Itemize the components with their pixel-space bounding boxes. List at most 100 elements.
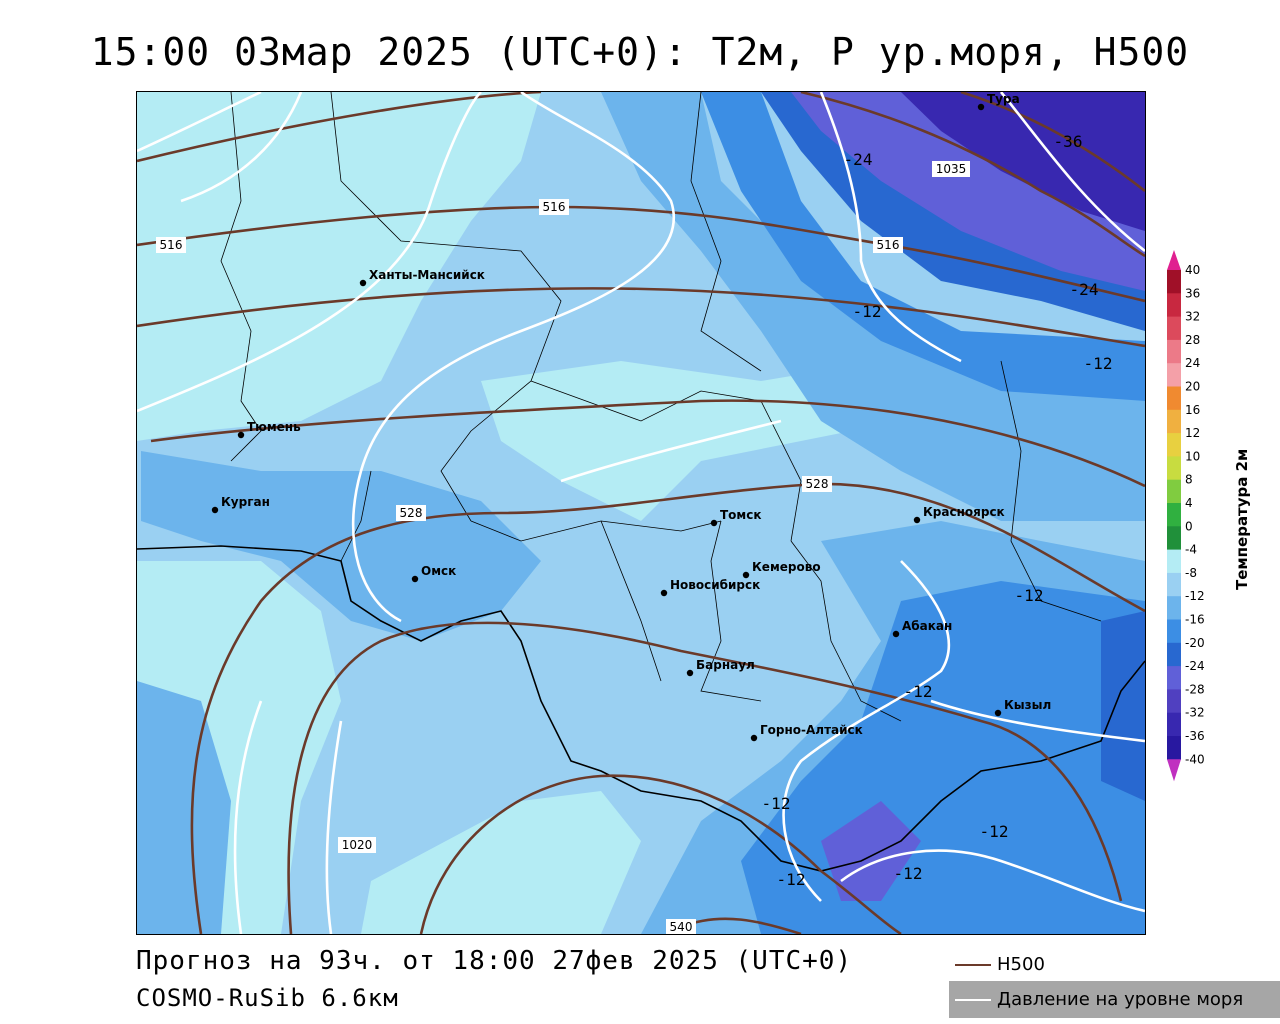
- city-label: Красноярск: [923, 505, 1005, 519]
- pressure-label: 1035: [932, 161, 970, 177]
- isotherm-label: -24: [844, 150, 873, 169]
- pressure-labels: 1035 1020: [338, 161, 970, 853]
- colorbar-tick: -4: [1185, 543, 1197, 557]
- colorbar-segment: [1167, 503, 1181, 527]
- city-dot: [359, 279, 367, 287]
- colorbar-segment: [1167, 456, 1181, 481]
- h500-label-text: 540: [670, 920, 693, 934]
- colorbar-tick: 16: [1185, 403, 1200, 417]
- h500-label-text: 516: [160, 238, 183, 252]
- colorbar-tick: 12: [1185, 426, 1200, 440]
- isotherm-label: -12: [1084, 354, 1113, 373]
- isotherm-label: -24: [1070, 280, 1099, 299]
- colorbar-segment: [1167, 386, 1181, 411]
- colorbar-tick: 28: [1185, 333, 1200, 347]
- colorbar-tick: 0: [1185, 519, 1193, 533]
- city-label: Ханты-Мансийск: [369, 268, 485, 282]
- map-canvas: 1035 1020 516 516 516 528 528 540 -24 -36 -24 -12…: [137, 92, 1145, 934]
- city-marker: Ханты-Мансийск: [359, 268, 485, 287]
- colorbar-tick: -8: [1185, 566, 1197, 580]
- colorbar-segment: [1167, 363, 1181, 387]
- city-dot: [913, 516, 921, 524]
- region-borders: [220, 92, 1102, 722]
- map-title: 15:00 03мар 2025 (UTC+0): T2м, Р ур.моря…: [90, 30, 1190, 74]
- city-marker: Тура: [977, 92, 1020, 111]
- colorbar-tick: -16: [1185, 613, 1205, 627]
- colorbar-tick: 24: [1185, 356, 1200, 370]
- city-label: Омск: [421, 564, 456, 578]
- isotherm-label: -12: [762, 794, 791, 813]
- city-marker: Горно-Алтайск: [750, 723, 863, 742]
- pressure-label-box: [932, 161, 970, 177]
- h500-label-text: 528: [806, 477, 829, 491]
- city-dot: [686, 669, 694, 677]
- isotherm-label: -12: [1015, 586, 1044, 605]
- h500-line-swatch: [955, 963, 991, 966]
- pressure-label: 1020: [338, 837, 376, 853]
- colorbar-tick: -20: [1185, 636, 1205, 650]
- legend-h500-label: H500: [997, 954, 1045, 975]
- temperature-zone-warm-north: [137, 92, 541, 441]
- h500-label: 516: [873, 237, 903, 253]
- isotherm-label: -12: [894, 864, 923, 883]
- city-marker: Томск: [710, 508, 762, 527]
- city-marker: Омск: [411, 564, 456, 583]
- model-info: COSMO-RuSib 6.6км: [136, 984, 399, 1012]
- h500-label-box: [666, 919, 696, 934]
- temperature-zone-cold-omsk: [141, 451, 541, 641]
- colorbar-segment: [1167, 409, 1181, 434]
- city-dot: [750, 734, 758, 742]
- temperature-zone-cold-southwest: [137, 681, 231, 934]
- pressure-label-box: [338, 837, 376, 853]
- city-marker: Барнаул: [686, 658, 755, 677]
- colorbar-segment: [1167, 293, 1181, 318]
- temperature-zone-extreme: [901, 92, 1145, 231]
- colorbar-segment: [1167, 316, 1181, 341]
- forecast-map: 1035 1020 516 516 516 528 528 540 -24 -36 -24 -12…: [136, 91, 1146, 935]
- city-marker: Новосибирск: [660, 578, 760, 597]
- h500-label: 516: [156, 237, 186, 253]
- city-dot: [211, 506, 219, 514]
- city-dot: [237, 431, 245, 439]
- isotherm-labels: -24 -36 -24 -12 -12 -12 -12 -12 -12 -12 -12: [762, 132, 1113, 889]
- city-dot: [660, 589, 668, 597]
- colorbar-tick: -24: [1185, 659, 1205, 673]
- forecast-info: Прогноз на 93ч. от 18:00 27фев 2025 (UTC…: [136, 946, 853, 976]
- city-dot: [710, 519, 718, 527]
- colorbar-tick: -28: [1185, 682, 1205, 696]
- h500-label-text: 516: [543, 200, 566, 214]
- isotherm-label: -36: [1054, 132, 1083, 151]
- pressure-contours: [137, 92, 1145, 934]
- temperature-zone-very-cold-east: [1101, 611, 1145, 801]
- city-label: Горно-Алтайск: [760, 723, 863, 737]
- colorbar-tick: 40: [1185, 263, 1200, 277]
- h500-label-text: 516: [877, 238, 900, 252]
- cities: Тура Ханты-Мансийск Тюмень Курган Омск Томск К…: [211, 92, 1051, 742]
- legend-pressure: Давление на уровне моря: [949, 981, 1280, 1018]
- colorbar-segment: [1167, 666, 1181, 690]
- h500-label-box: [396, 505, 426, 521]
- colorbar-segment: [1167, 712, 1181, 737]
- pressure-label-text: 1020: [342, 838, 373, 852]
- h500-labels: 516 516 516 528 528 540: [156, 199, 903, 934]
- h500-label-box: [802, 476, 832, 492]
- pressure-label-text: 1035: [936, 162, 967, 176]
- isotherm-label: -12: [853, 302, 882, 321]
- city-marker: Кемерово: [742, 560, 821, 579]
- colorbar-segment: [1167, 339, 1181, 364]
- colorbar-segment: [1167, 736, 1181, 760]
- city-dot: [892, 630, 900, 638]
- colorbar-top-arrow: [1167, 250, 1181, 270]
- city-label: Новосибирск: [670, 578, 760, 592]
- city-label: Кемерово: [752, 560, 821, 574]
- colorbar-segment: [1167, 689, 1181, 714]
- city-marker: Абакан: [892, 619, 952, 638]
- city-label: Кызыл: [1004, 698, 1051, 712]
- colorbar-segment: [1167, 433, 1181, 457]
- isotherm-label: -12: [777, 870, 806, 889]
- colorbar-segment: [1167, 479, 1181, 504]
- city-dot: [742, 571, 750, 579]
- h500-label: 540: [666, 919, 696, 934]
- temperature-colorbar: 40 36 32 28 24 20 16 12 10 8 4 0 -4 -8 -12 -16 -20 -24 -28…: [1165, 248, 1275, 788]
- h500-label: 528: [802, 476, 832, 492]
